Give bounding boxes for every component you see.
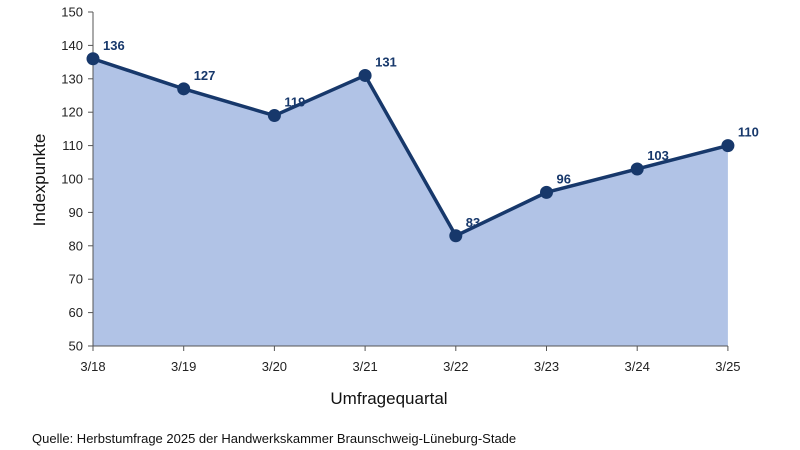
series-line — [91, 57, 730, 238]
y-tick-label: 80 — [69, 238, 83, 253]
y-tick-label: 70 — [69, 272, 83, 287]
data-label: 103 — [647, 148, 669, 163]
x-tick-label: 3/24 — [625, 359, 650, 374]
data-label: 119 — [284, 95, 305, 110]
y-tick-label: 120 — [61, 105, 83, 120]
x-tick-label: 3/25 — [715, 359, 740, 374]
x-tick-label: 3/21 — [352, 359, 377, 374]
data-point — [540, 185, 553, 199]
data-label: 136 — [103, 38, 125, 53]
y-tick-label: 130 — [61, 71, 83, 86]
data-label: 110 — [738, 125, 759, 140]
y-axis-title: Indexpunkte — [30, 134, 49, 227]
y-tick-label: 100 — [61, 172, 83, 187]
data-point — [630, 162, 644, 176]
data-point — [449, 229, 463, 243]
y-tick-label: 60 — [69, 305, 83, 320]
data-label: 83 — [466, 215, 480, 230]
x-tick-label: 3/22 — [443, 359, 468, 374]
data-point — [358, 68, 372, 82]
y-tick-label: 150 — [61, 5, 83, 20]
data-label: 127 — [194, 68, 216, 83]
y-tick-label: 50 — [69, 339, 83, 354]
area-fill-layer — [93, 58, 728, 346]
y-tick-label: 110 — [62, 138, 83, 153]
axes: 50 60 70 80 90 100 110 120 130 140 150 3/18 3/19 3/20… — [61, 5, 740, 375]
series-line-layer — [86, 52, 735, 243]
y-tick-label: 140 — [61, 38, 83, 53]
y-tick-label: 90 — [69, 205, 83, 220]
x-tick-label: 3/20 — [262, 359, 287, 374]
source-note: Quelle: Herbstumfrage 2025 der Handwerks… — [32, 431, 517, 446]
data-point — [721, 139, 735, 153]
x-tick-label: 3/23 — [534, 359, 559, 374]
x-axis-title: Umfragequartal — [330, 389, 447, 408]
data-point — [86, 52, 100, 66]
x-tick-label: 3/19 — [171, 359, 196, 374]
x-tick-label: 3/18 — [80, 359, 105, 374]
data-point — [177, 82, 191, 96]
data-label: 131 — [375, 54, 397, 69]
area-fill — [93, 58, 728, 346]
data-point — [267, 109, 281, 123]
data-labels: 136 127 119 131 83 96 103 110 — [103, 38, 759, 230]
data-label: 96 — [557, 171, 571, 186]
